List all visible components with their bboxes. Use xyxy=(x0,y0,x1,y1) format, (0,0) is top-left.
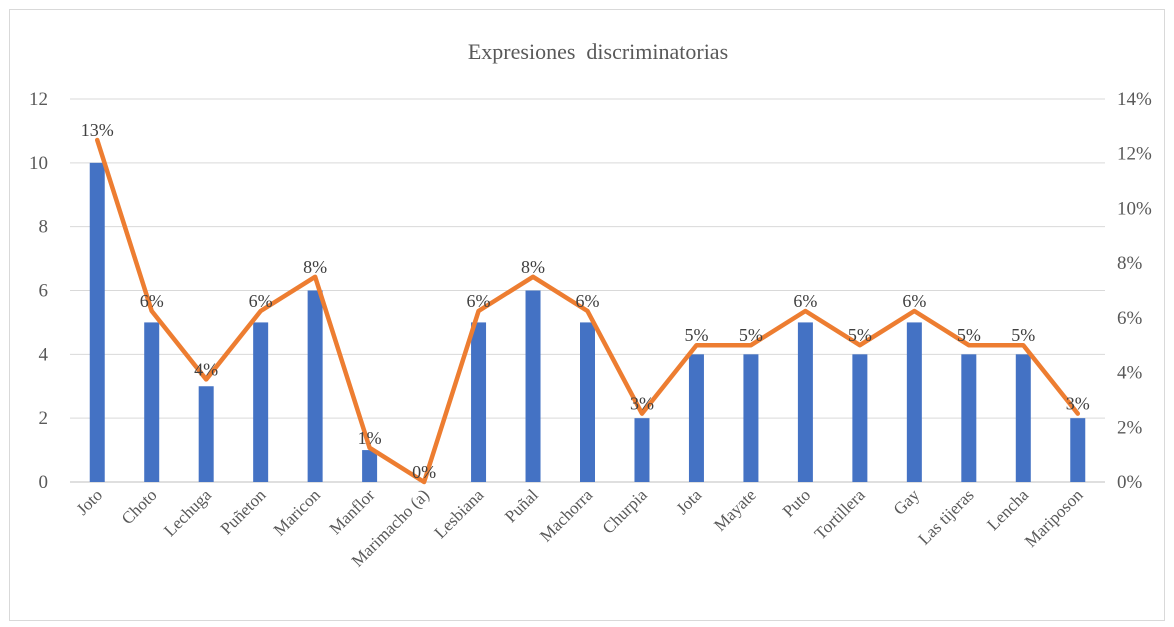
left-tick-label: 10 xyxy=(29,153,48,174)
bar xyxy=(1015,354,1031,482)
bar xyxy=(688,354,704,482)
data-label: 5% xyxy=(957,325,981,345)
bar xyxy=(362,450,378,482)
left-tick-label: 0 xyxy=(39,472,49,493)
bar xyxy=(253,322,269,482)
data-label: 1% xyxy=(358,428,382,448)
category-label: Maricon xyxy=(270,485,325,540)
bar xyxy=(471,322,487,482)
category-label: Joto xyxy=(73,485,106,518)
right-tick-label: 8% xyxy=(1117,253,1143,274)
line-series xyxy=(94,137,1081,485)
data-label: 6% xyxy=(249,291,273,311)
left-tick-label: 12 xyxy=(29,89,48,110)
bar xyxy=(961,354,977,482)
category-label: Jota xyxy=(672,485,705,518)
chart-title: Expresiones discriminatorias xyxy=(468,39,728,64)
category-label: Lencha xyxy=(983,485,1032,534)
data-label: 5% xyxy=(1011,325,1035,345)
left-tick-label: 4 xyxy=(39,344,49,365)
left-tick-label: 8 xyxy=(39,217,49,238)
data-label: 6% xyxy=(576,291,600,311)
data-label: 3% xyxy=(1066,394,1090,414)
category-label: Mariposon xyxy=(1021,485,1087,551)
bar xyxy=(797,322,813,482)
data-label: 6% xyxy=(467,291,491,311)
category-label: Las tijeras xyxy=(914,485,977,548)
bar xyxy=(852,354,868,482)
bar xyxy=(525,290,541,482)
category-label: Churpia xyxy=(599,485,651,537)
bar xyxy=(634,418,650,482)
data-label: 6% xyxy=(902,291,926,311)
bar xyxy=(144,322,160,482)
data-label: 0% xyxy=(412,462,436,482)
left-axis-ticks: 0 2 4 6 8 10 12 xyxy=(29,89,49,493)
category-label: Choto xyxy=(118,485,161,528)
category-label: Lesbiana xyxy=(431,485,488,542)
category-label: Lechuga xyxy=(160,485,215,540)
bar xyxy=(198,386,214,482)
right-tick-label: 0% xyxy=(1117,472,1143,493)
category-label: Puñal xyxy=(501,485,542,526)
bar xyxy=(743,354,759,482)
data-label: 5% xyxy=(848,325,872,345)
bar xyxy=(580,322,595,482)
right-tick-label: 10% xyxy=(1117,198,1152,219)
category-label: Manflor xyxy=(326,485,379,538)
category-label: Mayate xyxy=(710,485,759,534)
right-axis-ticks: 0% 2% 4% 6% 8% 10% 12% 14% xyxy=(1117,89,1152,493)
category-label: Tortillera xyxy=(811,485,869,543)
category-label: Puñeton xyxy=(217,485,270,538)
data-label: 5% xyxy=(739,325,763,345)
chart-frame xyxy=(9,9,1165,621)
data-label: 3% xyxy=(630,394,654,414)
category-label: Machorra xyxy=(536,485,596,545)
right-tick-label: 12% xyxy=(1117,144,1152,165)
bar xyxy=(906,322,922,482)
category-label: Puto xyxy=(779,485,814,520)
data-label: 4% xyxy=(194,359,218,379)
left-tick-label: 6 xyxy=(39,281,49,302)
bar-series xyxy=(89,162,1086,483)
data-label: 8% xyxy=(303,257,327,277)
right-tick-label: 2% xyxy=(1117,417,1143,438)
bar xyxy=(1070,418,1086,482)
category-labels: Joto Choto Lechuga Puñeton Maricon Manflor Mar… xyxy=(73,485,1087,571)
right-tick-label: 4% xyxy=(1117,363,1143,384)
data-label: 5% xyxy=(684,325,708,345)
data-label: 8% xyxy=(521,257,545,277)
bar xyxy=(89,162,105,483)
right-tick-label: 6% xyxy=(1117,308,1143,329)
bar xyxy=(307,290,323,482)
data-label: 6% xyxy=(793,291,817,311)
data-label: 6% xyxy=(140,291,164,311)
series-line xyxy=(94,137,1081,485)
line-data-labels: 13% 6% 4% 6% 8% 1% 0% 6% 8% 6% 3% 5% 5% 6% 5% 6% 5% 5% 3% xyxy=(81,120,1090,482)
gridlines xyxy=(70,98,1105,483)
left-tick-label: 2 xyxy=(39,408,49,429)
right-tick-label: 14% xyxy=(1117,89,1152,110)
data-label: 13% xyxy=(81,120,114,140)
category-label: Gay xyxy=(890,485,924,519)
